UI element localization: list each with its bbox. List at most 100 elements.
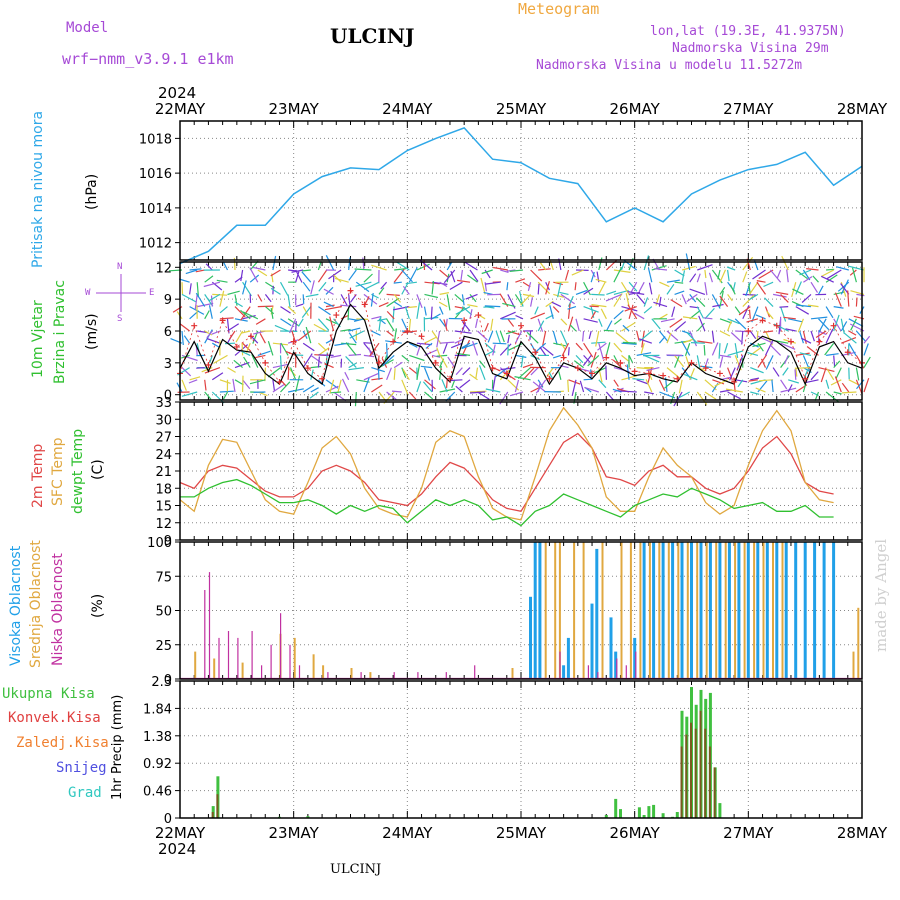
wind-arrow [810, 330, 815, 342]
wind-arrow [449, 281, 463, 291]
wind-arrow [443, 319, 448, 332]
gust-marker [816, 338, 823, 345]
wind-arrow [573, 360, 584, 369]
wind-arrow [830, 379, 842, 386]
wind-arrow [205, 263, 213, 271]
date-label-bottom: 28MAY [837, 824, 888, 842]
wind-arrow [696, 306, 705, 319]
wind-arrow [188, 379, 198, 384]
cloud-high-bar [813, 542, 817, 679]
y-tick-label-cloud: 100 [147, 536, 172, 551]
wind-arrow [348, 294, 351, 305]
wind-arrow [752, 269, 766, 280]
wind-arrow [821, 269, 834, 277]
wind-arrow [696, 322, 705, 332]
wind-arrow [323, 288, 334, 295]
wind-arrow [371, 384, 383, 393]
wind-arrow [825, 379, 830, 389]
wind-arrow [590, 271, 595, 283]
wind-arrow [718, 343, 721, 359]
wind-arrow [682, 316, 698, 320]
wind-arrow [542, 346, 554, 356]
wind-arrow [658, 379, 666, 391]
wind-arrow [590, 311, 597, 320]
gust-marker [461, 317, 468, 324]
wind-arrow [461, 342, 471, 349]
wind-arrow [681, 340, 691, 356]
cloud-low-bar [393, 672, 395, 679]
wind-arrow [394, 301, 403, 308]
wind-arrow [240, 269, 244, 282]
wind-arrow [727, 391, 741, 400]
wind-arrow [469, 269, 479, 282]
gust-marker [347, 287, 354, 294]
wind-arrow [575, 318, 580, 332]
wind-arrow [658, 296, 662, 307]
wind-arrow [227, 323, 240, 332]
y-tick-label-precip: 0.92 [143, 757, 172, 772]
wind-arrow [257, 305, 274, 308]
cloud-high-bar [794, 542, 798, 679]
wind-arrow [619, 390, 637, 393]
wind-arrow [820, 367, 827, 383]
cloud-mid-bar [350, 668, 353, 679]
wind-arrow [464, 261, 478, 271]
wind-arrow [711, 294, 721, 309]
wind-arrow [439, 354, 448, 368]
wind-arrow [643, 306, 653, 314]
cloud-low-bar [635, 651, 637, 679]
wind-arrow [659, 313, 668, 320]
cloud-low-bar [474, 665, 476, 679]
wind-arrow [834, 292, 842, 307]
wind-arrow [719, 286, 726, 295]
cloud-mid-bar [734, 542, 737, 679]
wind-arrow [393, 368, 396, 380]
wind-arrow [583, 342, 594, 358]
wind-arrow [475, 367, 479, 379]
precip-total-bar [642, 815, 646, 818]
wind-arrow [825, 306, 834, 319]
wind-arrow [317, 318, 330, 331]
wind-arrow [257, 269, 268, 277]
wind-arrow [568, 379, 581, 385]
y-tick-label-cloud: 25 [155, 639, 172, 654]
wind-arrow [613, 387, 624, 393]
panel-wind [175, 262, 863, 400]
wind-arrow [467, 304, 478, 308]
y-tick-label-precip: 2.3 [151, 675, 172, 690]
wind-arrow [487, 330, 494, 343]
wind-arrow [632, 378, 645, 381]
wind-arrow [378, 287, 385, 295]
compass-s-letter: S [117, 314, 123, 324]
wind-arrow [461, 294, 465, 306]
temp-sfc-line [179, 406, 834, 521]
wind-arrow [583, 354, 591, 364]
cloud-high-bar [566, 637, 570, 679]
cloud-low-bar [204, 590, 206, 679]
wind-arrow [689, 288, 706, 295]
wind-arrow [439, 341, 455, 344]
date-label-top: 28MAY [837, 100, 888, 118]
wind-arrow [450, 342, 463, 349]
precip-grad-label: Grad [68, 785, 102, 801]
wind-arrow [725, 388, 743, 393]
wind-arrow [591, 293, 605, 296]
date-label-top: 22MAY [155, 100, 206, 118]
cloud-high-bar [652, 542, 656, 679]
wind-arrow [795, 352, 810, 356]
wind-arrow [605, 365, 607, 380]
wind-arrow [772, 367, 780, 377]
wind-arrow [717, 269, 721, 280]
wind-arrow [203, 281, 221, 288]
wind-arrow [785, 328, 796, 332]
wind-arrow [348, 327, 361, 332]
wind-arrow [479, 360, 486, 368]
wind-arrow [420, 365, 433, 369]
wind-arrow [329, 316, 335, 332]
wind-arrow [522, 293, 535, 298]
wind-arrow [505, 373, 516, 381]
wind-arrow [666, 283, 675, 295]
date-label-top: 26MAY [610, 100, 661, 118]
wind-arrow [386, 297, 400, 308]
wind-arrow [750, 391, 760, 395]
